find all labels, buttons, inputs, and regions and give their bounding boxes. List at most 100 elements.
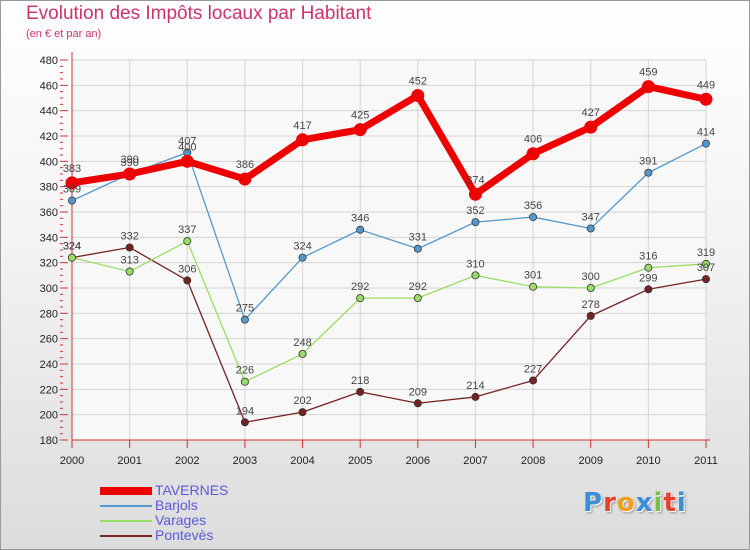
y-tick-label: 300 bbox=[40, 283, 58, 295]
data-point-barjols bbox=[644, 168, 653, 177]
data-point-varages bbox=[586, 283, 595, 292]
data-point-tavernes bbox=[296, 133, 310, 147]
data-label-varages: 292 bbox=[351, 281, 369, 293]
data-point-tavernes bbox=[526, 147, 540, 161]
legend-swatch bbox=[100, 535, 152, 537]
data-point-varages bbox=[471, 271, 480, 280]
data-point-ponteves bbox=[586, 311, 595, 320]
x-tick-label: 2008 bbox=[521, 455, 545, 467]
data-label-barjols: 346 bbox=[351, 213, 369, 225]
data-label-tavernes: 390 bbox=[120, 154, 138, 166]
data-label-barjols: 407 bbox=[178, 135, 196, 147]
data-point-barjols bbox=[702, 139, 711, 148]
data-label-ponteves: 202 bbox=[293, 395, 311, 407]
data-point-varages bbox=[68, 253, 77, 262]
data-label-barjols: 347 bbox=[582, 211, 600, 223]
data-label-barjols: 275 bbox=[236, 303, 254, 315]
legend-label: Barjols bbox=[155, 497, 198, 513]
y-tick-label: 420 bbox=[40, 131, 58, 143]
legend-label: Pontevès bbox=[155, 527, 214, 543]
y-tick-label: 460 bbox=[40, 80, 58, 92]
data-point-ponteves bbox=[644, 285, 653, 294]
data-point-tavernes bbox=[584, 120, 598, 134]
data-point-tavernes bbox=[411, 88, 425, 102]
data-label-ponteves: 324 bbox=[63, 241, 81, 253]
data-label-varages: 248 bbox=[293, 337, 311, 349]
data-point-tavernes bbox=[353, 123, 367, 137]
x-tick-label: 2009 bbox=[578, 455, 602, 467]
data-point-barjols bbox=[298, 253, 307, 262]
legend-label: Varages bbox=[155, 512, 207, 528]
data-label-barjols: 331 bbox=[409, 232, 427, 244]
data-point-ponteves bbox=[529, 376, 538, 385]
y-tick-label: 360 bbox=[40, 207, 58, 219]
data-label-tavernes: 406 bbox=[524, 134, 542, 146]
data-point-ponteves bbox=[356, 387, 365, 396]
data-point-varages bbox=[702, 259, 711, 268]
y-tick-label: 340 bbox=[40, 232, 58, 244]
data-label-barjols: 390 bbox=[120, 157, 138, 169]
data-label-tavernes: 417 bbox=[293, 120, 311, 132]
data-label-tavernes: 400 bbox=[178, 141, 196, 153]
data-label-barjols: 369 bbox=[63, 184, 81, 196]
data-label-ponteves: 278 bbox=[582, 299, 600, 311]
x-tick-label: 2000 bbox=[60, 455, 84, 467]
data-label-tavernes: 386 bbox=[236, 159, 254, 171]
x-tick-label: 2007 bbox=[463, 455, 487, 467]
legend-swatch bbox=[100, 505, 152, 507]
data-point-tavernes bbox=[641, 80, 655, 94]
data-label-ponteves: 299 bbox=[639, 272, 657, 284]
data-point-tavernes bbox=[180, 154, 194, 168]
data-point-ponteves bbox=[240, 418, 249, 427]
data-label-barjols: 391 bbox=[639, 156, 657, 168]
series-line-tavernes bbox=[68, 83, 710, 198]
data-point-varages bbox=[356, 294, 365, 303]
data-label-tavernes: 383 bbox=[63, 163, 81, 175]
data-label-tavernes: 427 bbox=[582, 107, 600, 119]
y-tick-label: 480 bbox=[40, 55, 58, 67]
x-tick-label: 2003 bbox=[233, 455, 257, 467]
y-tick-label: 440 bbox=[40, 106, 58, 118]
data-label-varages: 310 bbox=[466, 258, 484, 270]
x-tick-label: 2002 bbox=[175, 455, 199, 467]
data-label-varages: 319 bbox=[697, 247, 715, 259]
data-label-ponteves: 307 bbox=[697, 262, 715, 274]
data-label-tavernes: 452 bbox=[409, 75, 427, 87]
data-point-barjols bbox=[356, 225, 365, 234]
data-label-ponteves: 306 bbox=[178, 263, 196, 275]
data-label-tavernes: 459 bbox=[639, 67, 657, 79]
y-tick-label: 280 bbox=[40, 308, 58, 320]
chart-title: Evolution des Impôts locaux par Habitant bbox=[26, 3, 372, 24]
data-label-ponteves: 332 bbox=[120, 230, 138, 242]
data-label-varages: 313 bbox=[120, 255, 138, 267]
data-point-varages bbox=[413, 294, 422, 303]
x-tick-label: 2001 bbox=[117, 455, 141, 467]
x-tick-label: 2010 bbox=[636, 455, 660, 467]
y-tick-label: 200 bbox=[40, 410, 58, 422]
y-tick-label: 400 bbox=[40, 156, 58, 168]
data-label-barjols: 356 bbox=[524, 200, 542, 212]
data-point-tavernes bbox=[468, 187, 482, 201]
data-point-varages bbox=[183, 237, 192, 246]
data-point-varages bbox=[529, 282, 538, 291]
data-label-varages: 301 bbox=[524, 270, 542, 282]
data-point-varages bbox=[240, 377, 249, 386]
proxiti-logo: Proxiti bbox=[583, 488, 687, 518]
data-point-ponteves bbox=[702, 275, 711, 284]
y-tick-label: 380 bbox=[40, 182, 58, 194]
data-label-tavernes: 374 bbox=[466, 174, 484, 186]
data-point-tavernes bbox=[65, 176, 79, 190]
legend-swatch bbox=[100, 520, 152, 522]
data-label-ponteves: 194 bbox=[236, 405, 254, 417]
legend-swatch bbox=[100, 487, 152, 495]
data-point-tavernes bbox=[123, 167, 137, 181]
data-label-tavernes: 425 bbox=[351, 110, 369, 122]
data-label-ponteves: 227 bbox=[524, 363, 542, 375]
data-label-varages: 337 bbox=[178, 224, 196, 236]
y-tick-label: 240 bbox=[40, 359, 58, 371]
y-tick-label: 220 bbox=[40, 384, 58, 396]
data-label-ponteves: 209 bbox=[409, 386, 427, 398]
data-point-ponteves bbox=[413, 399, 422, 408]
data-point-ponteves bbox=[183, 276, 192, 285]
